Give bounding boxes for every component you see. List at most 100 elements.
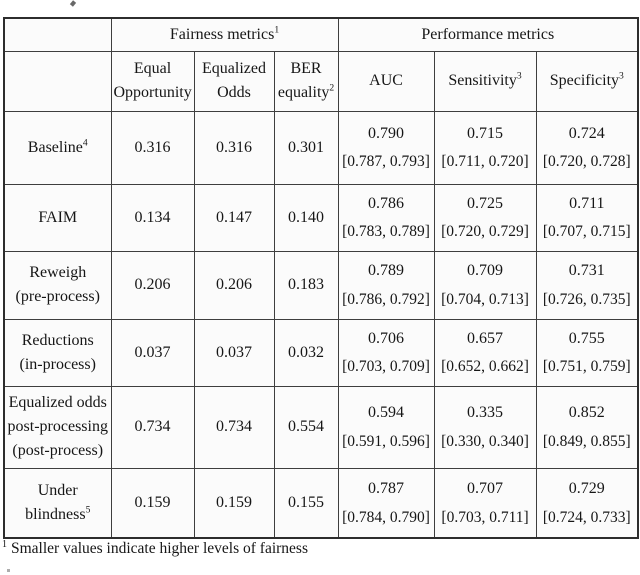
performance-value-cell: 0.709 [0.704, 0.713]: [433, 250, 537, 320]
row-label-cell: Equalized odds post-processing (post-pro…: [3, 385, 112, 469]
performance-confidence-interval: [0.652, 0.662]: [441, 358, 529, 376]
superscript-marker: 4: [82, 137, 88, 149]
performance-point-estimate: 0.789: [368, 262, 405, 280]
caption-fragment-mark: [69, 0, 77, 7]
performance-confidence-interval: [0.591, 0.596]: [342, 432, 430, 450]
performance-cell-content: 0.724 [0.720, 0.728]: [539, 125, 636, 171]
performance-value-cell: 0.731 [0.726, 0.735]: [535, 250, 639, 320]
table-row: Equalized odds post-processing (post-pro…: [3, 385, 639, 469]
performance-point-estimate: 0.715: [467, 124, 504, 142]
performance-cell-content: 0.335 [0.330, 0.340]: [437, 404, 534, 450]
performance-point-estimate: 0.594: [368, 404, 405, 422]
fairness-value-cell: 0.159: [193, 467, 275, 539]
fairness-value-cell: 0.316: [193, 110, 275, 185]
performance-point-estimate: 0.707: [467, 479, 504, 497]
performance-point-estimate: 0.852: [568, 404, 605, 422]
superscript-marker: 1: [274, 24, 280, 36]
performance-point-estimate: 0.731: [568, 262, 605, 280]
performance-value-cell: 0.852 [0.849, 0.855]: [535, 385, 639, 469]
performance-point-estimate: 0.657: [467, 329, 504, 347]
footnote: 1 Smaller values indicate higher levels o…: [2, 538, 308, 558]
fairness-value-cell: 0.032: [273, 318, 339, 387]
performance-point-estimate: 0.755: [568, 329, 605, 347]
performance-confidence-interval: [0.711, 0.720]: [441, 153, 529, 171]
performance-value-cell: 0.594 [0.591, 0.596]: [337, 385, 435, 469]
row-label-cell: Baseline4: [3, 110, 112, 185]
performance-confidence-interval: [0.783, 0.789]: [342, 223, 430, 241]
performance-point-estimate: 0.711: [569, 194, 605, 212]
fairness-value-cell: 0.183: [273, 250, 339, 320]
fairness-value-cell: 0.301: [273, 110, 339, 185]
superscript-marker: 2: [329, 82, 335, 94]
performance-point-estimate: 0.787: [368, 479, 405, 497]
performance-confidence-interval: [0.704, 0.713]: [441, 290, 529, 308]
table-row: Reweigh (pre-process) 0.206 0.206 0.183 0.78…: [3, 250, 639, 320]
performance-cell-content: 0.707 [0.703, 0.711]: [437, 480, 534, 526]
performance-value-cell: 0.789 [0.786, 0.792]: [337, 250, 435, 320]
performance-point-estimate: 0.725: [467, 194, 504, 212]
performance-point-estimate: 0.724: [568, 124, 605, 142]
column-header-cell: AUC: [337, 50, 435, 112]
corner-cell-2: [3, 50, 112, 112]
fairness-value-cell: 0.206: [110, 250, 195, 320]
performance-confidence-interval: [0.751, 0.759]: [542, 358, 631, 376]
performance-value-cell: 0.790 [0.787, 0.793]: [337, 110, 435, 185]
performance-value-cell: 0.755 [0.751, 0.759]: [535, 318, 639, 387]
performance-point-estimate: 0.335: [467, 404, 504, 422]
performance-cell-content: 0.657 [0.652, 0.662]: [437, 330, 534, 376]
group-header-cell: Performance metrics: [337, 17, 639, 52]
footnote-fragment-mark: [7, 569, 10, 572]
fairness-value-cell: 0.037: [110, 318, 195, 387]
performance-cell-content: 0.725 [0.720, 0.729]: [437, 195, 534, 241]
performance-cell-content: 0.706 [0.703, 0.709]: [341, 330, 432, 376]
performance-confidence-interval: [0.703, 0.711]: [441, 508, 529, 526]
performance-confidence-interval: [0.720, 0.729]: [441, 223, 529, 241]
row-label-cell: FAIM: [3, 183, 112, 252]
superscript-marker: 3: [516, 70, 522, 82]
column-header-cell: BER equality2: [273, 50, 339, 112]
fairness-value-cell: 0.554: [273, 385, 339, 469]
performance-point-estimate: 0.706: [368, 329, 405, 347]
superscript-marker: 5: [85, 504, 91, 516]
performance-cell-content: 0.755 [0.751, 0.759]: [539, 330, 636, 376]
performance-value-cell: 0.725 [0.720, 0.729]: [433, 183, 537, 252]
performance-cell-content: 0.594 [0.591, 0.596]: [341, 404, 432, 450]
performance-confidence-interval: [0.707, 0.715]: [542, 223, 631, 241]
performance-cell-content: 0.786 [0.783, 0.789]: [341, 195, 432, 241]
performance-confidence-interval: [0.726, 0.735]: [542, 290, 631, 308]
performance-value-cell: 0.787 [0.784, 0.790]: [337, 467, 435, 539]
performance-confidence-interval: [0.786, 0.792]: [342, 290, 430, 308]
performance-confidence-interval: [0.724, 0.733]: [542, 508, 631, 526]
table-row: Reductions (in-process) 0.037 0.037 0.032 0.…: [3, 318, 639, 387]
fairness-value-cell: 0.734: [193, 385, 275, 469]
superscript-marker: 3: [619, 70, 624, 82]
performance-value-cell: 0.707 [0.703, 0.711]: [433, 467, 537, 539]
table-body: Baseline4 0.316 0.316 0.301 0.790 [0.787, 0.7…: [3, 110, 639, 539]
fairness-value-cell: 0.155: [273, 467, 339, 539]
performance-value-cell: 0.657 [0.652, 0.662]: [433, 318, 537, 387]
fairness-value-cell: 0.134: [110, 183, 195, 252]
performance-value-cell: 0.715 [0.711, 0.720]: [433, 110, 537, 185]
table-row: FAIM 0.134 0.147 0.140 0.786 [0.783, 0.789] 0.…: [3, 183, 639, 252]
corner-cell: [3, 17, 112, 52]
performance-confidence-interval: [0.784, 0.790]: [342, 508, 430, 526]
performance-point-estimate: 0.786: [368, 194, 405, 212]
performance-value-cell: 0.335 [0.330, 0.340]: [433, 385, 537, 469]
fairness-value-cell: 0.316: [110, 110, 195, 185]
performance-value-cell: 0.729 [0.724, 0.733]: [535, 467, 639, 539]
performance-cell-content: 0.852 [0.849, 0.855]: [539, 404, 636, 450]
performance-cell-content: 0.729 [0.724, 0.733]: [539, 480, 636, 526]
footnote-marker: 1: [2, 538, 7, 550]
performance-confidence-interval: [0.720, 0.728]: [542, 153, 631, 171]
fairness-value-cell: 0.734: [110, 385, 195, 469]
performance-value-cell: 0.786 [0.783, 0.789]: [337, 183, 435, 252]
group-header-cell: Fairness metrics1: [110, 17, 339, 52]
fairness-value-cell: 0.140: [273, 183, 339, 252]
column-header-cell: Equal Opportunity: [110, 50, 195, 112]
performance-cell-content: 0.790 [0.787, 0.793]: [341, 125, 432, 171]
fairness-value-cell: 0.147: [193, 183, 275, 252]
performance-confidence-interval: [0.703, 0.709]: [342, 358, 430, 376]
performance-cell-content: 0.789 [0.786, 0.792]: [341, 262, 432, 308]
performance-cell-content: 0.715 [0.711, 0.720]: [437, 125, 534, 171]
